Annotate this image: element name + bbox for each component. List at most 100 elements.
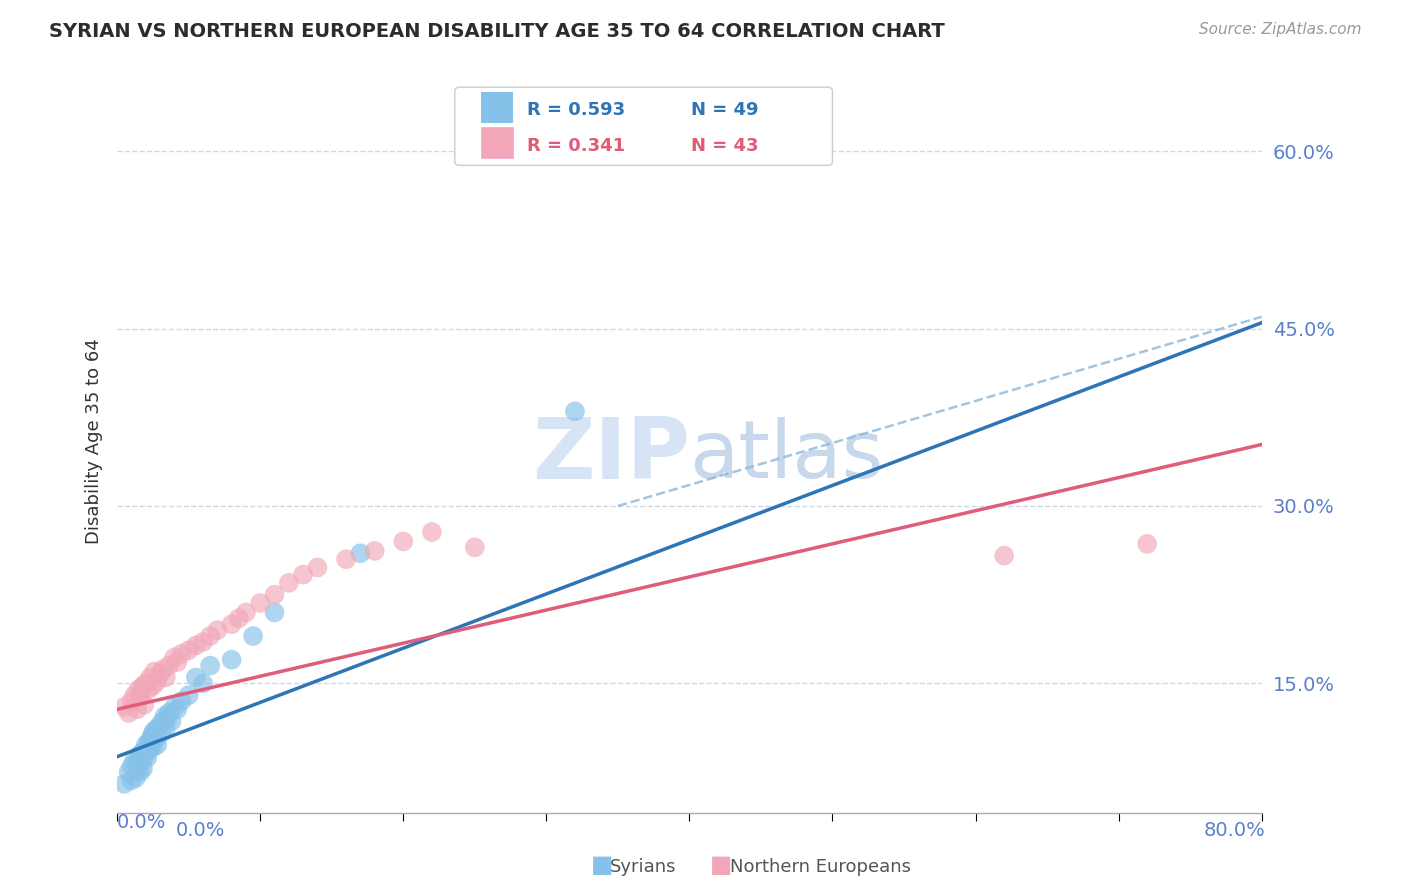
- Point: [121, 694, 143, 708]
- Point: [277, 575, 299, 590]
- Point: [139, 741, 162, 756]
- Point: [134, 698, 156, 712]
- Point: [149, 666, 172, 681]
- Text: ZIP: ZIP: [531, 415, 689, 498]
- Point: [129, 764, 152, 779]
- Point: [136, 751, 159, 765]
- Point: [163, 650, 186, 665]
- Text: R = 0.593: R = 0.593: [527, 102, 626, 120]
- Point: [127, 762, 149, 776]
- Point: [160, 714, 183, 728]
- Point: [145, 731, 167, 746]
- Point: [155, 721, 177, 735]
- Point: [150, 726, 173, 740]
- Point: [163, 700, 186, 714]
- Text: SYRIAN VS NORTHERN EUROPEAN DISABILITY AGE 35 TO 64 CORRELATION CHART: SYRIAN VS NORTHERN EUROPEAN DISABILITY A…: [49, 22, 945, 41]
- Point: [177, 688, 200, 702]
- Point: [117, 764, 139, 779]
- Text: Source: ZipAtlas.com: Source: ZipAtlas.com: [1198, 22, 1361, 37]
- Point: [117, 706, 139, 720]
- Point: [142, 740, 165, 755]
- Point: [184, 639, 207, 653]
- Text: ■: ■: [591, 854, 613, 878]
- Point: [191, 635, 214, 649]
- Point: [138, 742, 160, 756]
- Point: [335, 552, 357, 566]
- Point: [242, 629, 264, 643]
- Point: [129, 690, 152, 705]
- Point: [564, 404, 586, 418]
- Point: [993, 549, 1015, 563]
- Point: [464, 541, 486, 555]
- Point: [138, 682, 160, 697]
- Point: [177, 643, 200, 657]
- Text: atlas: atlas: [689, 417, 884, 495]
- Point: [170, 694, 193, 708]
- Point: [166, 655, 188, 669]
- Text: N = 43: N = 43: [690, 136, 758, 155]
- Point: [392, 534, 415, 549]
- Point: [221, 617, 243, 632]
- Text: 80.0%: 80.0%: [1204, 821, 1265, 839]
- Point: [127, 702, 149, 716]
- Point: [292, 567, 315, 582]
- Point: [420, 524, 443, 539]
- Point: [112, 700, 135, 714]
- Text: Northern Europeans: Northern Europeans: [730, 858, 911, 876]
- Point: [121, 773, 143, 788]
- Point: [207, 623, 229, 637]
- Point: [152, 662, 174, 676]
- Point: [128, 756, 150, 771]
- Point: [141, 730, 163, 744]
- Text: ■: ■: [710, 854, 733, 878]
- Point: [349, 546, 371, 560]
- Text: 0.0%: 0.0%: [117, 814, 166, 832]
- Text: Syrians: Syrians: [610, 858, 676, 876]
- Text: R = 0.341: R = 0.341: [527, 136, 626, 155]
- Point: [221, 653, 243, 667]
- Point: [152, 714, 174, 728]
- Point: [249, 596, 271, 610]
- Point: [135, 676, 157, 690]
- Point: [135, 744, 157, 758]
- Point: [125, 771, 148, 785]
- Point: [132, 745, 155, 759]
- Point: [138, 735, 160, 749]
- Point: [263, 606, 285, 620]
- Point: [139, 733, 162, 747]
- Y-axis label: Disability Age 35 to 64: Disability Age 35 to 64: [86, 338, 103, 544]
- Point: [184, 670, 207, 684]
- Point: [124, 753, 146, 767]
- Point: [153, 709, 176, 723]
- Point: [263, 588, 285, 602]
- Text: N = 49: N = 49: [690, 102, 758, 120]
- Point: [170, 647, 193, 661]
- Point: [128, 682, 150, 697]
- Point: [112, 777, 135, 791]
- Point: [155, 670, 177, 684]
- FancyBboxPatch shape: [481, 127, 513, 158]
- Point: [121, 759, 143, 773]
- Text: 0.0%: 0.0%: [176, 821, 225, 839]
- Point: [143, 723, 166, 738]
- Point: [128, 749, 150, 764]
- Point: [146, 738, 169, 752]
- Point: [146, 721, 169, 735]
- Point: [132, 762, 155, 776]
- Point: [131, 686, 153, 700]
- Point: [146, 673, 169, 688]
- Point: [139, 670, 162, 684]
- Point: [307, 560, 329, 574]
- FancyBboxPatch shape: [481, 92, 513, 123]
- Point: [1136, 537, 1159, 551]
- FancyBboxPatch shape: [454, 87, 832, 165]
- Point: [198, 658, 221, 673]
- Point: [235, 606, 257, 620]
- Point: [157, 658, 180, 673]
- Point: [132, 679, 155, 693]
- Point: [191, 676, 214, 690]
- Point: [228, 611, 250, 625]
- Point: [134, 749, 156, 764]
- Point: [156, 712, 179, 726]
- Point: [142, 679, 165, 693]
